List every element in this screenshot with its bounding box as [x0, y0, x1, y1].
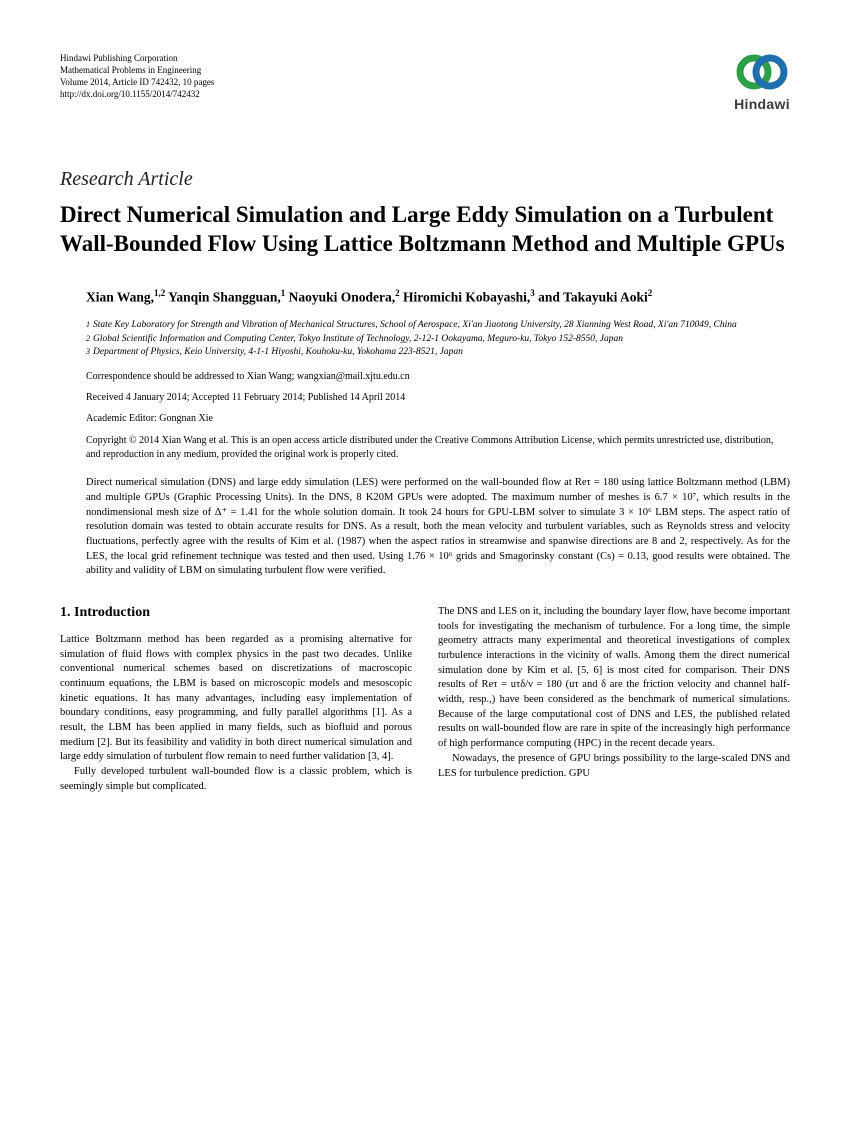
affiliation: 1State Key Laboratory for Strength and V… [86, 319, 790, 332]
article-title: Direct Numerical Simulation and Large Ed… [60, 201, 790, 259]
article-type: Research Article [60, 168, 790, 191]
paragraph: Nowadays, the presence of GPU brings pos… [438, 752, 790, 781]
affiliation: 2Global Scientific Information and Compu… [86, 333, 790, 346]
publisher-info: Hindawi Publishing Corporation Mathemati… [60, 52, 214, 101]
publisher-line: http://dx.doi.org/10.1155/2014/742432 [60, 88, 214, 100]
affiliations: 1State Key Laboratory for Strength and V… [86, 319, 790, 359]
hindawi-logo-icon [734, 52, 790, 92]
body-text: The DNS and LES on it, including the bou… [438, 605, 790, 781]
body-columns: 1. Introduction Lattice Boltzmann method… [60, 605, 790, 795]
academic-editor: Academic Editor: Gongnan Xie [86, 413, 790, 424]
correspondence: Correspondence should be addressed to Xi… [86, 371, 790, 382]
section-heading: 1. Introduction [60, 605, 412, 621]
publisher-line: Mathematical Problems in Engineering [60, 64, 214, 76]
copyright: Copyright © 2014 Xian Wang et al. This i… [86, 434, 790, 462]
header: Hindawi Publishing Corporation Mathemati… [60, 52, 790, 112]
paragraph: Fully developed turbulent wall-bounded f… [60, 765, 412, 794]
paragraph: Lattice Boltzmann method has been regard… [60, 633, 412, 765]
logo-text: Hindawi [734, 96, 790, 112]
paragraph: The DNS and LES on it, including the bou… [438, 605, 790, 752]
publisher-logo: Hindawi [734, 52, 790, 112]
column-right: The DNS and LES on it, including the bou… [438, 605, 790, 795]
affiliation: 3Department of Physics, Keio University,… [86, 346, 790, 359]
publisher-line: Hindawi Publishing Corporation [60, 52, 214, 64]
abstract: Direct numerical simulation (DNS) and la… [86, 476, 790, 579]
article-dates: Received 4 January 2014; Accepted 11 Feb… [86, 392, 790, 403]
author-list: Xian Wang,1,2 Yanqin Shangguan,1 Naoyuki… [86, 287, 790, 308]
column-left: 1. Introduction Lattice Boltzmann method… [60, 605, 412, 795]
body-text: Lattice Boltzmann method has been regard… [60, 633, 412, 795]
publisher-line: Volume 2014, Article ID 742432, 10 pages [60, 76, 214, 88]
